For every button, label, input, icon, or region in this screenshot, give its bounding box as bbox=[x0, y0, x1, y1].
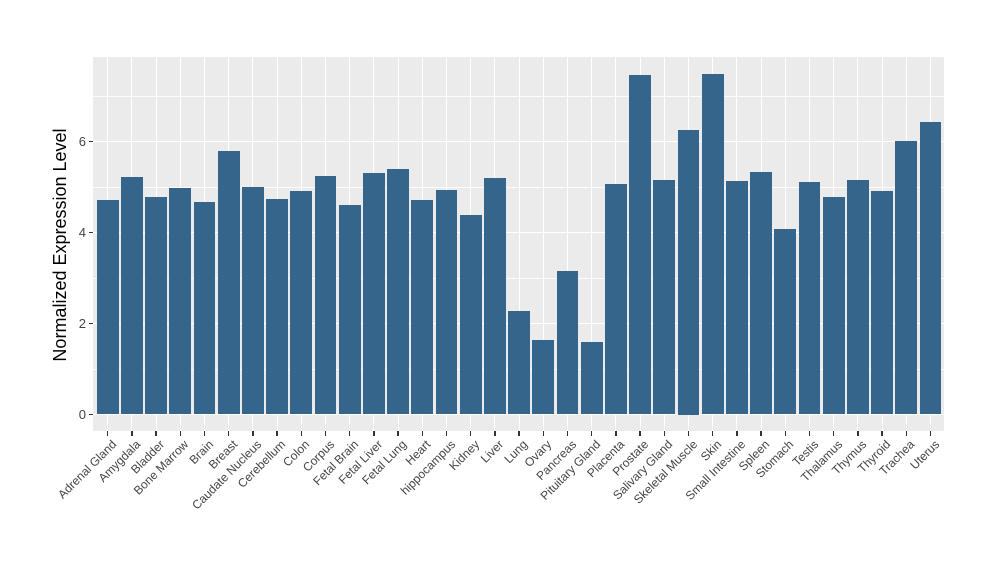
bar-thyroid bbox=[871, 191, 893, 415]
x-tick-mark bbox=[905, 431, 908, 436]
x-tick-mark bbox=[227, 431, 230, 436]
x-tick-mark bbox=[663, 431, 666, 436]
gridline-vertical bbox=[518, 57, 520, 431]
x-tick-mark bbox=[518, 431, 520, 436]
plot-panel bbox=[93, 57, 944, 431]
x-tick-mark bbox=[784, 431, 787, 436]
y-tick-label: 0 bbox=[78, 406, 86, 422]
bar-adrenal-gland bbox=[96, 200, 119, 415]
x-tick-mark bbox=[566, 431, 569, 436]
x-tick-mark bbox=[687, 431, 690, 436]
bar-cerebellum bbox=[266, 199, 288, 415]
bar-liver bbox=[484, 178, 506, 415]
bar-heart bbox=[411, 200, 434, 415]
x-tick-mark bbox=[445, 431, 448, 436]
gridline-minor bbox=[93, 95, 944, 97]
x-tick-mark bbox=[106, 431, 109, 436]
x-tick-mark bbox=[300, 431, 303, 436]
x-tick-mark bbox=[494, 431, 496, 436]
x-tick-mark bbox=[711, 431, 714, 436]
y-tick-label: 4 bbox=[78, 224, 86, 240]
x-tick-mark bbox=[397, 431, 399, 436]
bar-small-intestine bbox=[726, 181, 748, 415]
x-tick-mark bbox=[348, 431, 351, 436]
gridline-major bbox=[93, 140, 944, 143]
bar-amygdala bbox=[121, 176, 143, 415]
x-tick-mark bbox=[808, 431, 811, 436]
x-tick-mark bbox=[542, 431, 545, 436]
x-tick-mark bbox=[857, 431, 859, 436]
x-tick-mark bbox=[736, 431, 738, 436]
bar-breast bbox=[217, 151, 240, 415]
bar-hippocampus bbox=[435, 190, 458, 415]
x-tick-mark bbox=[421, 431, 424, 436]
bar-corpus bbox=[314, 176, 337, 415]
bar-thalamus bbox=[822, 197, 845, 415]
bar-skin bbox=[701, 73, 724, 415]
x-tick-mark bbox=[131, 431, 133, 436]
gridline-minor bbox=[93, 186, 944, 188]
x-tick-mark bbox=[276, 431, 278, 436]
bar-fetal-lung bbox=[387, 168, 409, 415]
bar-ovary bbox=[532, 339, 555, 415]
bar-bladder bbox=[145, 197, 167, 415]
gridline-vertical bbox=[542, 57, 544, 431]
y-tick-label: 6 bbox=[78, 133, 86, 149]
bar-prostate bbox=[629, 75, 651, 415]
x-tick-mark bbox=[832, 431, 835, 436]
x-tick-mark bbox=[881, 431, 883, 436]
x-tick-mark bbox=[324, 431, 327, 436]
bar-fetal-liver bbox=[363, 172, 385, 415]
x-tick-mark bbox=[760, 431, 762, 436]
gridline-minor bbox=[93, 277, 944, 279]
x-tick-mark bbox=[590, 431, 593, 436]
bar-bone-marrow bbox=[169, 188, 192, 415]
bar-colon bbox=[290, 190, 313, 415]
bar-skeletal-muscle bbox=[677, 130, 700, 415]
bar-placenta bbox=[605, 183, 627, 415]
y-tick-mark bbox=[88, 231, 93, 234]
bar-spleen bbox=[750, 171, 772, 415]
bar-caudate-nucleus bbox=[242, 187, 264, 415]
bar-thymus bbox=[847, 180, 869, 415]
x-tick-mark bbox=[203, 431, 206, 436]
y-tick-mark bbox=[88, 413, 93, 416]
x-tick-mark bbox=[929, 431, 932, 436]
bar-kidney bbox=[459, 215, 482, 415]
bar-brain bbox=[193, 202, 216, 415]
bar-trachea bbox=[895, 140, 918, 415]
y-tick-mark bbox=[88, 322, 93, 325]
gridline-major bbox=[93, 231, 944, 234]
bar-salivary-gland bbox=[653, 179, 676, 415]
gridline-major bbox=[93, 413, 944, 416]
gridline-vertical bbox=[566, 57, 569, 431]
x-tick-mark bbox=[179, 431, 182, 436]
bar-lung bbox=[508, 311, 530, 415]
y-tick-label: 2 bbox=[78, 315, 86, 331]
bar-stomach bbox=[774, 229, 797, 415]
x-tick-mark bbox=[469, 431, 472, 436]
x-tick-mark bbox=[615, 431, 617, 436]
y-tick-mark bbox=[88, 140, 93, 143]
gridline-vertical bbox=[591, 57, 593, 431]
x-tick-mark bbox=[155, 431, 157, 436]
bar-pancreas bbox=[556, 271, 579, 415]
bar-uterus bbox=[919, 122, 942, 415]
bar-pituitary-gland bbox=[580, 341, 603, 415]
x-tick-mark bbox=[373, 431, 375, 436]
x-tick-mark bbox=[639, 431, 641, 436]
x-tick-mark bbox=[252, 431, 254, 436]
bar-testis bbox=[798, 181, 821, 415]
bar-fetal-brain bbox=[338, 205, 361, 415]
